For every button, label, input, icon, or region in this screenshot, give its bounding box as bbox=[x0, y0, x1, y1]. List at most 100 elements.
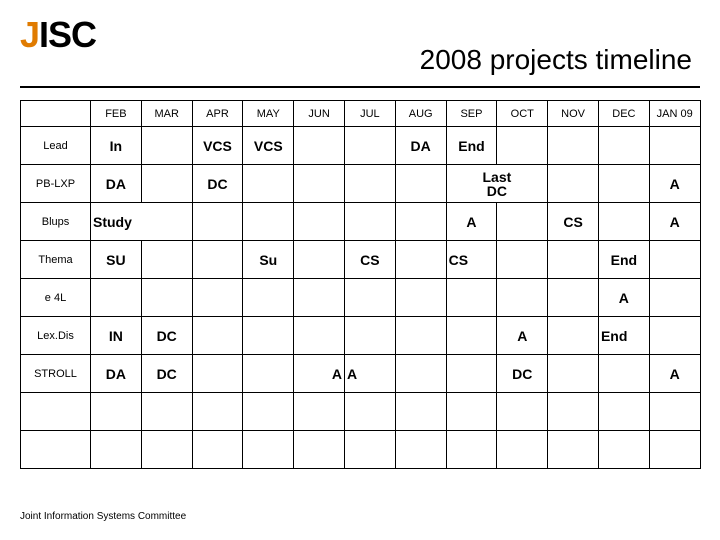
timeline-cell bbox=[294, 165, 345, 203]
timeline-cell bbox=[598, 393, 649, 431]
milestone-marker: Su bbox=[259, 253, 277, 267]
timeline-cell bbox=[344, 393, 395, 431]
table-row: PB-LXPDADCLast DCA bbox=[21, 165, 701, 203]
timeline-cell: Study bbox=[91, 203, 193, 241]
milestone-marker: A bbox=[466, 215, 476, 229]
timeline-cell bbox=[395, 317, 446, 355]
timeline-cell bbox=[91, 393, 142, 431]
milestone-marker: DA bbox=[106, 177, 126, 191]
timeline-cell: Su bbox=[243, 241, 294, 279]
timeline-table: FEBMARAPRMAYJUNJULAUGSEPOCTNOVDECJAN 09 … bbox=[20, 100, 701, 469]
timeline-cell bbox=[344, 203, 395, 241]
timeline-cell bbox=[395, 241, 446, 279]
month-header: JUN bbox=[294, 101, 345, 127]
timeline-cell: IN bbox=[91, 317, 142, 355]
milestone-marker: CS bbox=[360, 253, 379, 267]
timeline-table-wrap: FEBMARAPRMAYJUNJULAUGSEPOCTNOVDECJAN 09 … bbox=[20, 100, 700, 469]
timeline-cell: A bbox=[649, 203, 700, 241]
row-label: STROLL bbox=[21, 355, 91, 393]
timeline-cell: CS bbox=[548, 203, 599, 241]
timeline-cell bbox=[294, 317, 345, 355]
timeline-cell bbox=[497, 203, 548, 241]
timeline-cell bbox=[243, 279, 294, 317]
footer-text: Joint Information Systems Committee bbox=[20, 511, 186, 522]
milestone-marker: DC bbox=[157, 329, 177, 343]
timeline-cell: A bbox=[649, 355, 700, 393]
timeline-cell: End bbox=[598, 317, 649, 355]
timeline-cell bbox=[548, 127, 599, 165]
timeline-cell: VCS bbox=[192, 127, 243, 165]
month-header: APR bbox=[192, 101, 243, 127]
milestone-marker: DC bbox=[512, 367, 532, 381]
timeline-cell bbox=[649, 393, 700, 431]
timeline-cell bbox=[192, 203, 243, 241]
timeline-cell bbox=[395, 393, 446, 431]
milestone-marker: CS bbox=[563, 215, 582, 229]
month-header: DEC bbox=[598, 101, 649, 127]
month-header: AUG bbox=[395, 101, 446, 127]
timeline-cell bbox=[548, 241, 599, 279]
month-header: OCT bbox=[497, 101, 548, 127]
timeline-cell bbox=[548, 165, 599, 203]
timeline-cell bbox=[192, 431, 243, 469]
milestone-marker: CS bbox=[449, 253, 468, 267]
timeline-cell bbox=[141, 431, 192, 469]
timeline-cell: DA bbox=[91, 355, 142, 393]
table-row bbox=[21, 393, 701, 431]
timeline-cell: A bbox=[649, 165, 700, 203]
timeline-cell: A bbox=[497, 317, 548, 355]
timeline-cell: A bbox=[344, 355, 395, 393]
timeline-cell bbox=[548, 317, 599, 355]
milestone-marker: A bbox=[619, 291, 629, 305]
timeline-cell: SU bbox=[91, 241, 142, 279]
milestone-marker: A bbox=[332, 367, 342, 381]
milestone-marker: VCS bbox=[254, 139, 283, 153]
timeline-cell bbox=[243, 393, 294, 431]
slide: JISC 2008 projects timeline FEBMARAPRMAY… bbox=[0, 0, 720, 540]
milestone-marker: A bbox=[517, 329, 527, 343]
timeline-cell bbox=[395, 165, 446, 203]
timeline-cell bbox=[598, 127, 649, 165]
timeline-cell: DA bbox=[395, 127, 446, 165]
title-rule bbox=[20, 86, 700, 88]
timeline-cell bbox=[141, 393, 192, 431]
timeline-cell: DC bbox=[192, 165, 243, 203]
timeline-cell bbox=[446, 317, 497, 355]
row-label: PB-LXP bbox=[21, 165, 91, 203]
timeline-cell bbox=[395, 431, 446, 469]
timeline-cell bbox=[344, 127, 395, 165]
timeline-cell: DC bbox=[141, 355, 192, 393]
table-row: STROLLDADCAADCA bbox=[21, 355, 701, 393]
timeline-cell bbox=[243, 355, 294, 393]
timeline-cell bbox=[497, 279, 548, 317]
timeline-cell bbox=[598, 431, 649, 469]
timeline-cell bbox=[192, 241, 243, 279]
milestone-marker: DA bbox=[106, 367, 126, 381]
timeline-cell bbox=[192, 279, 243, 317]
milestone-marker: A bbox=[670, 177, 680, 191]
row-label: Lex.Dis bbox=[21, 317, 91, 355]
timeline-cell bbox=[192, 355, 243, 393]
timeline-cell: DC bbox=[497, 355, 548, 393]
milestone-marker: End bbox=[458, 139, 484, 153]
table-row: e 4LA bbox=[21, 279, 701, 317]
timeline-cell bbox=[598, 203, 649, 241]
timeline-cell bbox=[141, 241, 192, 279]
timeline-cell bbox=[548, 431, 599, 469]
timeline-cell bbox=[192, 317, 243, 355]
timeline-cell: DA bbox=[91, 165, 142, 203]
timeline-cell bbox=[395, 355, 446, 393]
timeline-cell bbox=[243, 203, 294, 241]
timeline-cell bbox=[649, 127, 700, 165]
row-label bbox=[21, 431, 91, 469]
timeline-cell bbox=[649, 279, 700, 317]
timeline-cell bbox=[497, 431, 548, 469]
table-row: LeadInVCSVCSDAEnd bbox=[21, 127, 701, 165]
timeline-header: FEBMARAPRMAYJUNJULAUGSEPOCTNOVDECJAN 09 bbox=[21, 101, 701, 127]
month-header: NOV bbox=[548, 101, 599, 127]
month-header: FEB bbox=[91, 101, 142, 127]
table-row: Lex.DisIN DC A End bbox=[21, 317, 701, 355]
table-row bbox=[21, 431, 701, 469]
timeline-cell: End bbox=[446, 127, 497, 165]
timeline-cell bbox=[395, 279, 446, 317]
